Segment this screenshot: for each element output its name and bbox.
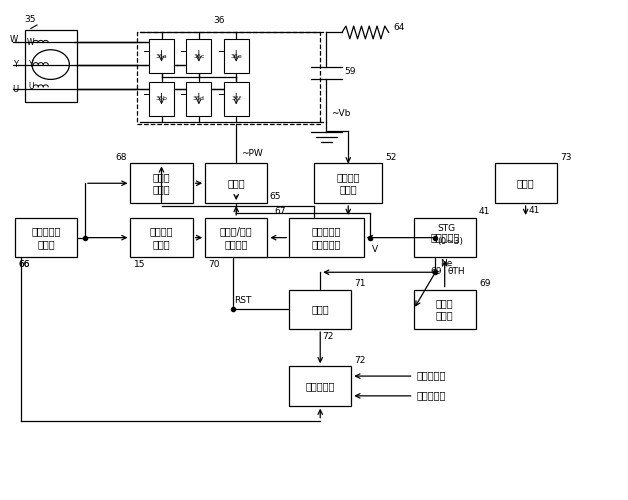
- Text: 72: 72: [354, 356, 366, 364]
- Text: 36e: 36e: [230, 54, 242, 59]
- Text: U: U: [12, 85, 18, 94]
- Bar: [494, 164, 557, 203]
- Bar: [289, 366, 351, 406]
- Bar: [224, 39, 249, 73]
- Text: 52: 52: [386, 153, 397, 162]
- Text: ~PW: ~PW: [241, 149, 263, 158]
- Bar: [289, 290, 351, 329]
- Text: 66: 66: [18, 260, 30, 269]
- Text: 转子角度
传感器: 转子角度 传感器: [149, 226, 173, 249]
- Bar: [15, 218, 77, 258]
- Bar: [149, 82, 174, 116]
- Text: 超前角/滞后
角设定部: 超前角/滞后 角设定部: [220, 226, 252, 249]
- Text: 41: 41: [479, 208, 490, 216]
- Bar: [414, 218, 476, 258]
- Text: 69: 69: [479, 279, 490, 288]
- Text: 驱动器: 驱动器: [227, 178, 245, 188]
- Bar: [137, 32, 320, 124]
- Text: 35: 35: [24, 14, 36, 24]
- Text: 电池电压
判定部: 电池电压 判定部: [337, 172, 360, 195]
- Text: 计数器: 计数器: [311, 304, 329, 314]
- Text: Y: Y: [28, 60, 33, 69]
- Text: 禁止判定值: 禁止判定值: [417, 390, 446, 400]
- Text: 占空比
设定部: 占空比 设定部: [153, 172, 170, 195]
- Bar: [224, 82, 249, 116]
- Bar: [187, 82, 211, 116]
- Text: Ne: Ne: [440, 260, 453, 268]
- Bar: [205, 164, 268, 203]
- Bar: [205, 218, 268, 258]
- Text: 节流阀
传感器: 节流阀 传感器: [436, 298, 453, 320]
- Text: 发送机转数
判定部: 发送机转数 判定部: [31, 226, 61, 249]
- Text: 36f: 36f: [231, 96, 241, 102]
- Text: 70: 70: [208, 260, 220, 269]
- Text: 67: 67: [274, 208, 286, 216]
- Text: 72: 72: [322, 332, 333, 340]
- Text: 许可判定值: 许可判定值: [417, 370, 446, 380]
- Bar: [414, 290, 476, 329]
- Bar: [149, 39, 174, 73]
- Text: RST: RST: [234, 296, 252, 306]
- Text: W: W: [10, 36, 18, 44]
- Bar: [24, 30, 77, 102]
- Text: 调整器目标
电压切换部: 调整器目标 电压切换部: [311, 226, 341, 249]
- Bar: [289, 218, 364, 258]
- Text: 73: 73: [560, 153, 571, 162]
- Text: V: V: [372, 245, 378, 254]
- Text: W: W: [27, 38, 35, 47]
- Text: ~Vb: ~Vb: [332, 110, 351, 118]
- Bar: [131, 218, 193, 258]
- Text: 状态判定部: 状态判定部: [430, 232, 460, 242]
- Text: STG: STG: [437, 224, 455, 232]
- Text: 定时器: 定时器: [517, 178, 534, 188]
- Text: 41: 41: [529, 206, 540, 215]
- Text: 36b: 36b: [156, 96, 168, 102]
- Text: θTH: θTH: [448, 266, 465, 276]
- Text: Y: Y: [13, 60, 18, 69]
- Text: U: U: [28, 82, 33, 92]
- Text: 15: 15: [134, 260, 145, 269]
- Text: 59: 59: [344, 68, 355, 76]
- Text: 68: 68: [116, 153, 127, 162]
- Text: 69: 69: [430, 266, 441, 276]
- Text: (0~3): (0~3): [437, 236, 463, 246]
- Text: 65: 65: [269, 192, 281, 200]
- Text: 36a: 36a: [156, 54, 168, 59]
- Text: 36: 36: [214, 16, 225, 25]
- Text: 36d: 36d: [193, 96, 205, 102]
- Bar: [314, 164, 382, 203]
- Text: 36c: 36c: [193, 54, 205, 59]
- Bar: [131, 164, 193, 203]
- Text: 66: 66: [18, 260, 30, 269]
- Bar: [187, 39, 211, 73]
- Text: 标记设定部: 标记设定部: [306, 381, 335, 391]
- Text: 64: 64: [394, 23, 405, 32]
- Text: 71: 71: [354, 279, 366, 288]
